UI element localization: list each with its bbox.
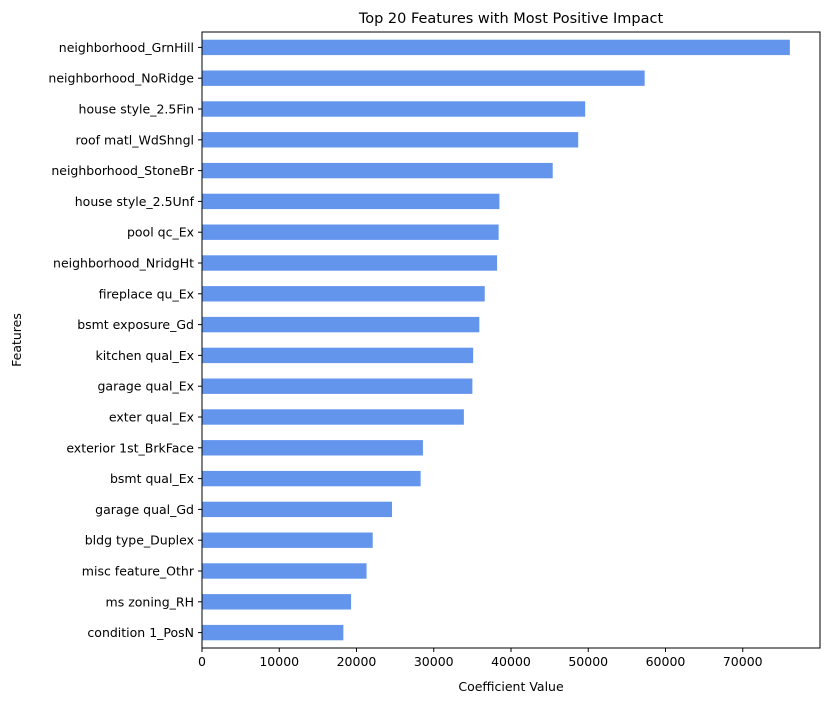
x-axis-label: Coefficient Value: [458, 679, 564, 694]
bar: [202, 224, 499, 240]
y-tick-label: house style_2.5Unf: [75, 194, 195, 209]
x-tick-label: 10000: [259, 654, 299, 669]
chart-title: Top 20 Features with Most Positive Impac…: [358, 11, 664, 27]
bar: [202, 316, 480, 333]
bar: [202, 255, 498, 271]
x-tick-label: 70000: [723, 654, 763, 669]
y-tick-label: garage qual_Gd: [95, 502, 194, 517]
bar: [202, 70, 645, 86]
y-tick-label: fireplace qu_Ex: [99, 286, 194, 301]
bar: [202, 101, 586, 117]
bar: [202, 470, 421, 487]
bar: [202, 162, 553, 179]
bar: [202, 39, 790, 56]
bar: [202, 286, 485, 302]
x-tick-label: 30000: [414, 654, 454, 669]
y-tick-label: neighborhood_NridgHt: [53, 256, 194, 271]
y-tick-label: neighborhood_NoRidge: [48, 71, 194, 86]
bar: [202, 440, 423, 456]
y-tick-label: misc feature_Othr: [82, 564, 195, 579]
bar: [202, 624, 344, 641]
y-tick-label: roof matl_WdShngl: [76, 132, 194, 147]
y-axis: neighborhood_GrnHill neighborhood_NoRidge…: [48, 40, 202, 640]
bar: [202, 532, 373, 548]
y-tick-label: exterior 1st_BrkFace: [66, 440, 194, 455]
y-tick-label: pool qc_Ex: [127, 225, 194, 240]
bar: [202, 347, 474, 364]
bar: [202, 501, 393, 518]
bar: [202, 132, 579, 148]
x-axis: 0 10000 20000 30000 40000 50000 60000 70000: [198, 648, 763, 669]
y-tick-label: house style_2.5Fin: [79, 102, 194, 117]
y-tick-label: neighborhood_StoneBr: [51, 163, 195, 178]
bar: [202, 563, 367, 579]
x-tick-label: 60000: [646, 654, 686, 669]
y-tick-label: kitchen qual_Ex: [95, 348, 194, 363]
y-tick-label: exter qual_Ex: [109, 410, 194, 425]
bar: [202, 409, 464, 425]
y-tick-label: bsmt qual_Ex: [110, 471, 194, 486]
x-tick-label: 40000: [491, 654, 531, 669]
bar: [202, 378, 473, 394]
y-tick-label: condition 1_PosN: [87, 625, 194, 640]
plot-area: [202, 39, 790, 641]
x-tick-label: 20000: [337, 654, 377, 669]
bar: [202, 193, 500, 210]
plot-frame: [201, 31, 821, 649]
x-tick-label: 50000: [568, 654, 608, 669]
y-tick-label: garage qual_Ex: [97, 379, 194, 394]
y-tick-label: ms zoning_RH: [106, 594, 194, 609]
y-tick-label: neighborhood_GrnHill: [59, 40, 194, 55]
x-tick-label: 0: [198, 654, 206, 669]
bar: [202, 594, 352, 610]
y-tick-label: bsmt exposure_Gd: [77, 317, 194, 332]
y-tick-label: bldg type_Duplex: [85, 533, 194, 548]
y-axis-label: Features: [9, 313, 24, 367]
